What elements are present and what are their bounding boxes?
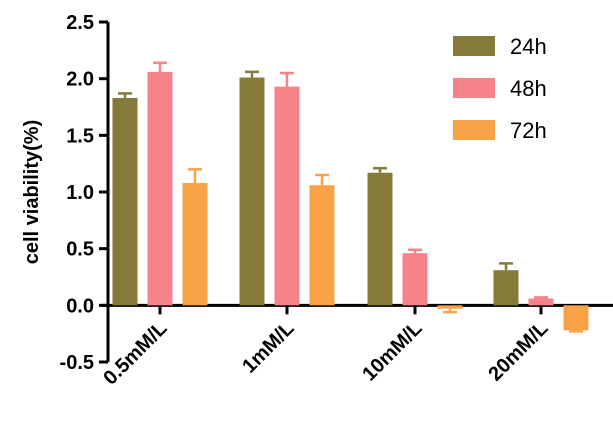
x-tick-label: 10mM/L	[358, 317, 426, 385]
x-tick-labels: 0.5mM/L 1mM/L 10mM/L 20mM/L	[99, 305, 553, 389]
bar-48h-10mml	[402, 253, 428, 306]
bar-72h-20mml	[563, 305, 589, 331]
y-tick-label: 1.5	[66, 125, 94, 147]
bar-72h-10mml	[437, 305, 463, 309]
bar-24h-05mml	[112, 97, 138, 306]
y-tick-labels: -0.5 0.0 0.5 1.0 1.5 2.0 2.5	[60, 12, 108, 374]
y-tick-label: -0.5	[60, 352, 94, 374]
y-tick-label: 0.0	[66, 295, 94, 317]
bar-48h-1mml	[274, 86, 300, 306]
bar-72h-1mml	[309, 185, 335, 306]
x-tick-label: 1mM/L	[238, 317, 298, 377]
legend-label-24h: 24h	[510, 34, 547, 59]
legend-swatch-24h	[453, 36, 495, 56]
bars	[112, 71, 589, 331]
bar-24h-20mml	[493, 270, 519, 306]
bar-24h-10mml	[367, 172, 393, 306]
x-tick-label: 0.5mM/L	[99, 317, 171, 389]
y-axis-title: cell viability(%)	[21, 120, 43, 265]
bar-48h-20mml	[528, 298, 554, 306]
y-tick-label: 1.0	[66, 182, 94, 204]
axes	[102, 22, 613, 362]
y-tick-label: 0.5	[66, 239, 94, 261]
y-tick-label: 2.5	[66, 12, 94, 34]
legend-label-48h: 48h	[510, 76, 547, 101]
legend-swatch-48h	[453, 78, 495, 98]
legend-label-72h: 72h	[510, 118, 547, 143]
legend: 24h 48h 72h	[453, 34, 547, 143]
legend-swatch-72h	[453, 120, 495, 140]
y-tick-label: 2.0	[66, 69, 94, 91]
error-bars	[118, 61, 583, 333]
bar-48h-05mml	[147, 71, 173, 306]
bar-24h-1mml	[239, 77, 265, 306]
bar-72h-05mml	[182, 182, 208, 306]
x-tick-label: 20mM/L	[484, 317, 552, 385]
